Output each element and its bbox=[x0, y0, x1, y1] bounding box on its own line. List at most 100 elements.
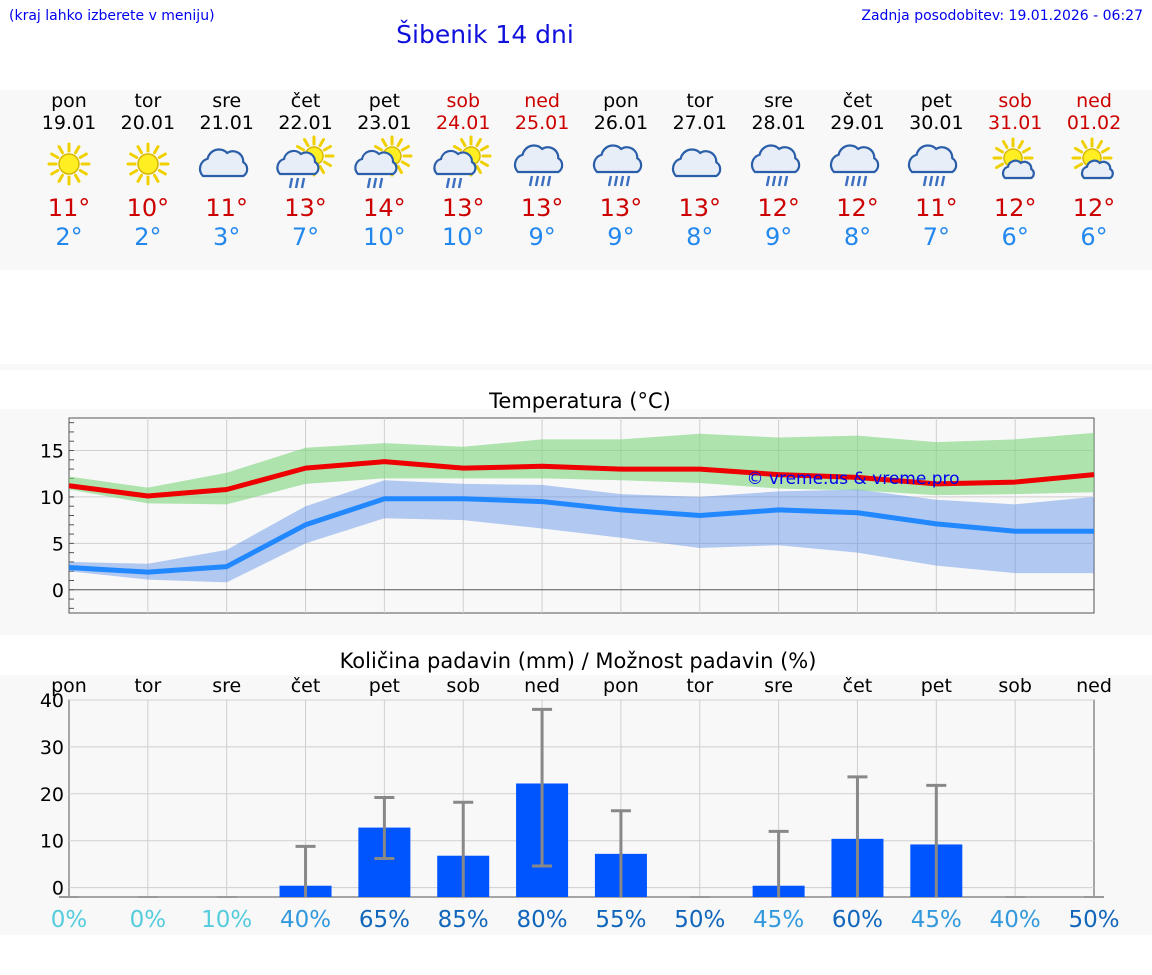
day-column: pet 30.01 11° 7° bbox=[896, 90, 976, 252]
precipitation-chart: Količina padavin (mm) / Možnost padavin … bbox=[40, 649, 1120, 933]
min-range-band bbox=[69, 480, 1094, 583]
weather-icon-slot bbox=[108, 134, 188, 194]
temp-min: 2° bbox=[55, 223, 83, 251]
day-date: 24.01 bbox=[436, 112, 491, 134]
temp-min: 8° bbox=[686, 223, 714, 251]
day-column: ned 01.02 12° 6° bbox=[1054, 90, 1134, 252]
prec-probability: 80% bbox=[517, 907, 568, 933]
temp-max: 11° bbox=[915, 194, 958, 222]
temp-max: 12° bbox=[836, 194, 879, 222]
day-date: 23.01 bbox=[357, 112, 412, 134]
day-date: 30.01 bbox=[909, 112, 964, 134]
temp-max: 14° bbox=[363, 194, 406, 222]
prec-day-label: ned bbox=[524, 675, 560, 697]
sun-cloud-rain-icon bbox=[433, 135, 492, 189]
day-date: 26.01 bbox=[593, 112, 649, 134]
prec-tick-label: 40 bbox=[40, 690, 64, 712]
prec-probability: 45% bbox=[911, 907, 962, 933]
prec-probability: 0% bbox=[51, 907, 88, 933]
prec-tick-label: 10 bbox=[40, 831, 64, 853]
day-column: tor 20.01 10° 2° bbox=[108, 90, 188, 252]
weather-icon-slot bbox=[660, 134, 740, 194]
day-column: sob 31.01 12° 6° bbox=[975, 90, 1055, 252]
prec-day-label: pet bbox=[369, 675, 400, 697]
temp-min: 3° bbox=[213, 223, 241, 251]
cloud-rain-icon bbox=[750, 144, 800, 187]
day-name: pon bbox=[51, 90, 87, 112]
cloud-rain-icon bbox=[908, 144, 958, 187]
temp-min: 9° bbox=[765, 223, 793, 251]
weather-icon-slot bbox=[502, 134, 582, 194]
weather-icon-slot bbox=[344, 134, 424, 194]
prec-probability: 55% bbox=[595, 907, 646, 933]
day-date: 31.01 bbox=[987, 112, 1043, 134]
day-name: sre bbox=[212, 90, 242, 112]
prec-day-label: sob bbox=[998, 675, 1032, 697]
temperature-title: Temperatura (°C) bbox=[488, 389, 671, 413]
temp-tick-label: 15 bbox=[40, 441, 64, 463]
day-date: 20.01 bbox=[120, 112, 176, 134]
day-column: sre 28.01 12° 9° bbox=[739, 90, 819, 252]
temp-min: 10° bbox=[363, 223, 406, 251]
day-column: čet 29.01 12° 8° bbox=[818, 90, 898, 252]
day-date: 28.01 bbox=[751, 112, 806, 134]
day-name: sob bbox=[446, 90, 481, 112]
prec-tick-label: 30 bbox=[40, 737, 64, 759]
weather-icon-slot bbox=[29, 134, 109, 194]
prec-probability: 45% bbox=[753, 907, 804, 933]
sun-icon bbox=[47, 142, 91, 186]
prec-probability: 60% bbox=[832, 907, 883, 933]
weather-icon-slot bbox=[739, 134, 819, 194]
prec-day-label: ned bbox=[1076, 675, 1112, 697]
temp-min: 6° bbox=[1080, 223, 1108, 251]
temp-min: 9° bbox=[528, 223, 556, 251]
temp-min: 10° bbox=[441, 223, 485, 251]
temp-min: 9° bbox=[607, 223, 635, 251]
prec-day-label: tor bbox=[686, 675, 713, 697]
prec-day-label: čet bbox=[843, 675, 873, 697]
temp-min: 2° bbox=[134, 223, 162, 251]
weather-icon-slot bbox=[187, 134, 267, 194]
day-name: sre bbox=[764, 90, 794, 112]
prec-tick-label: 20 bbox=[40, 784, 64, 806]
prec-probability: 40% bbox=[990, 907, 1041, 933]
temp-max: 13° bbox=[678, 194, 722, 222]
temp-max: 13° bbox=[599, 194, 643, 222]
temp-min: 8° bbox=[843, 223, 872, 251]
prec-day-label: čet bbox=[291, 675, 321, 697]
temp-max: 13° bbox=[441, 194, 485, 222]
day-column: tor 27.01 13° 8° bbox=[660, 90, 740, 252]
day-name: sob bbox=[998, 90, 1032, 112]
weather-icon-slot bbox=[818, 134, 898, 194]
temp-max: 10° bbox=[126, 194, 170, 222]
day-date: 21.01 bbox=[199, 112, 254, 134]
day-column: sob 24.01 13° 10° bbox=[423, 90, 503, 252]
prec-day-label: pon bbox=[51, 675, 87, 697]
sun-cloud-rain-icon bbox=[275, 135, 335, 189]
day-column: pon 26.01 13° 9° bbox=[581, 90, 661, 252]
cloud-icon bbox=[198, 148, 248, 178]
temp-max: 13° bbox=[284, 194, 327, 222]
temperature-chart: Temperatura (°C) 0 5 10 15 © vreme.us & vreme… bbox=[40, 389, 1095, 614]
temp-min: 6° bbox=[1001, 223, 1029, 251]
day-name: ned bbox=[1076, 90, 1112, 112]
prec-probability: 50% bbox=[1068, 907, 1119, 933]
cloud-rain-icon bbox=[592, 144, 643, 187]
day-name: tor bbox=[134, 90, 162, 112]
day-date: 01.02 bbox=[1066, 112, 1122, 134]
day-name: pet bbox=[920, 90, 952, 112]
weather-icon-slot bbox=[423, 134, 503, 194]
cloud-icon bbox=[671, 148, 722, 178]
sun-cloud-rain-icon bbox=[354, 135, 413, 189]
day-column: pet 23.01 14° 10° bbox=[344, 90, 424, 252]
temp-max: 12° bbox=[993, 194, 1037, 222]
prec-day-label: sre bbox=[212, 675, 241, 697]
day-date: 27.01 bbox=[672, 112, 727, 134]
prec-probability: 0% bbox=[130, 907, 167, 933]
day-date: 29.01 bbox=[830, 112, 885, 134]
day-date: 25.01 bbox=[514, 112, 570, 134]
weather-icon-slot bbox=[266, 134, 346, 194]
precipitation-title: Količina padavin (mm) / Možnost padavin … bbox=[340, 649, 817, 673]
weather-icon-slot bbox=[896, 134, 976, 194]
day-name: čet bbox=[842, 90, 873, 112]
